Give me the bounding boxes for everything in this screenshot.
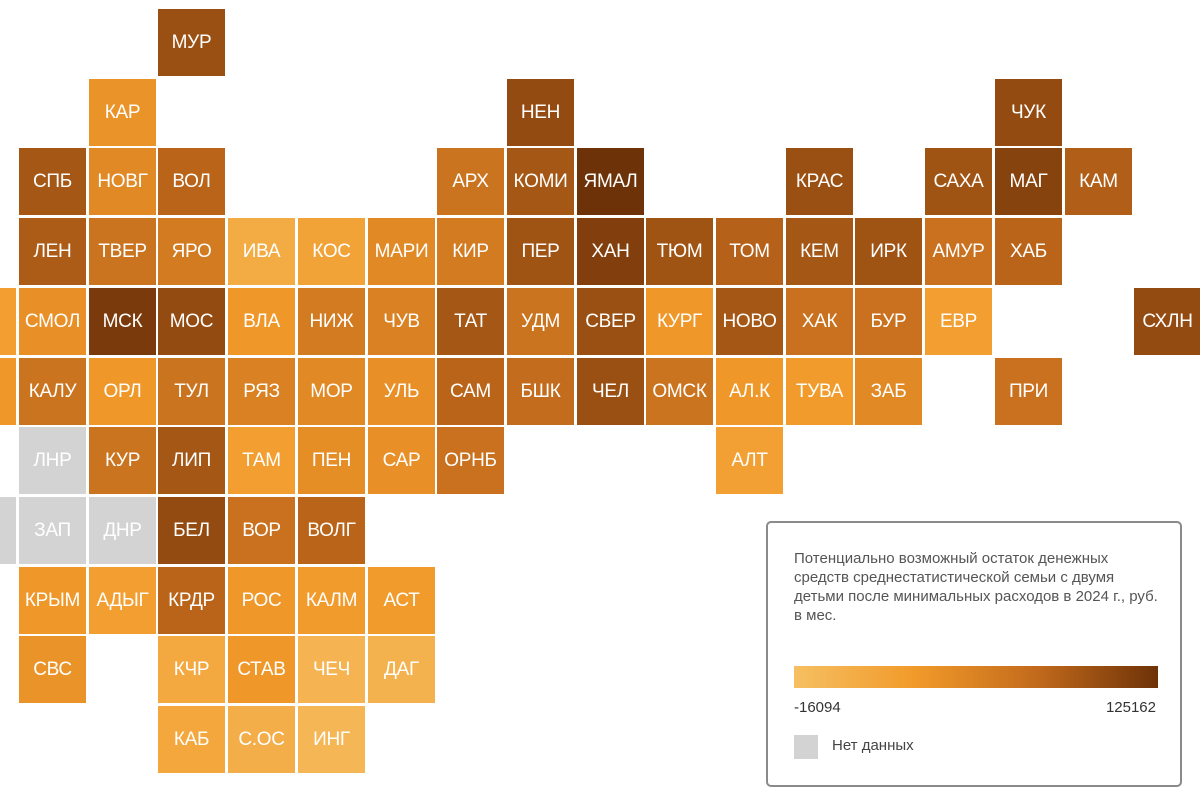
region-tile: КОС — [298, 218, 365, 285]
region-tile: ВЛА — [228, 288, 295, 355]
region-tile: КЧР — [158, 636, 225, 703]
region-tile: БУР — [855, 288, 922, 355]
region-tile: АЛТ — [716, 427, 783, 494]
legend-max-value: 125162 — [1105, 699, 1156, 716]
region-tile: КРАС — [786, 148, 853, 215]
region-tile: С — [0, 497, 16, 564]
region-tile: ЗАП — [19, 497, 86, 564]
region-tile: КУР — [89, 427, 156, 494]
region-tile: ЯРО — [158, 218, 225, 285]
region-tile: С.ОС — [228, 706, 295, 773]
region-tile: ЯМАЛ — [577, 148, 644, 215]
region-tile: КОМИ — [507, 148, 574, 215]
region-tile: МАРИ — [368, 218, 435, 285]
region-tile: ЧУК — [995, 79, 1062, 146]
region-tile: ЕВР — [925, 288, 992, 355]
region-tile: ТВЕР — [89, 218, 156, 285]
region-tile: ЛЕН — [19, 218, 86, 285]
region-tile: ХАК — [786, 288, 853, 355]
region-tile: ИНГ — [298, 706, 365, 773]
region-tile: НОВО — [716, 288, 783, 355]
region-tile: ТАТ — [437, 288, 504, 355]
region-tile: АДЫГ — [89, 567, 156, 634]
region-tile: ТУЛ — [158, 358, 225, 425]
region-tile: УДМ — [507, 288, 574, 355]
region-tile: ХАН — [577, 218, 644, 285]
region-tile: САМ — [437, 358, 504, 425]
region-tile: КАЛМ — [298, 567, 365, 634]
region-tile: КУРГ — [646, 288, 713, 355]
legend-title: Потенциально возможный остаток денежных … — [794, 550, 1158, 624]
region-tile: МОС — [158, 288, 225, 355]
region-tile: СВС — [19, 636, 86, 703]
region-tile: ДНР — [89, 497, 156, 564]
region-tile: К — [0, 288, 16, 355]
legend: Потенциально возможный остаток денежных … — [766, 521, 1182, 787]
region-tile: ТУВА — [786, 358, 853, 425]
region-tile: ПРИ — [995, 358, 1062, 425]
region-tile: КАБ — [158, 706, 225, 773]
legend-no-data-label: Нет данных — [832, 737, 914, 754]
region-tile: СМОЛ — [19, 288, 86, 355]
region-tile: ХАБ — [995, 218, 1062, 285]
legend-color-scale — [794, 666, 1158, 688]
region-tile: СВЕР — [577, 288, 644, 355]
region-tile: САР — [368, 427, 435, 494]
region-tile: ЧЕЛ — [577, 358, 644, 425]
region-tile: ОМСК — [646, 358, 713, 425]
region-tile: ДАГ — [368, 636, 435, 703]
region-tile: ПЕН — [298, 427, 365, 494]
region-tile: ТЮМ — [646, 218, 713, 285]
region-tile: САХА — [925, 148, 992, 215]
region-tile: КИР — [437, 218, 504, 285]
region-tile — [0, 358, 16, 425]
region-tile: КРДР — [158, 567, 225, 634]
region-tile: ИРК — [855, 218, 922, 285]
region-tile: ТАМ — [228, 427, 295, 494]
region-tile: ОРНБ — [437, 427, 504, 494]
legend-min-value: -16094 — [794, 699, 841, 716]
region-tile: ЛНР — [19, 427, 86, 494]
region-tile: КАМ — [1065, 148, 1132, 215]
region-tile: ОРЛ — [89, 358, 156, 425]
legend-no-data-swatch — [794, 735, 818, 759]
region-tile: АСТ — [368, 567, 435, 634]
region-tile: БШК — [507, 358, 574, 425]
region-tile: ЧУВ — [368, 288, 435, 355]
region-tile: ВОР — [228, 497, 295, 564]
region-tile: НОВГ — [89, 148, 156, 215]
region-tile: АМУР — [925, 218, 992, 285]
region-tile: СХЛН — [1134, 288, 1200, 355]
region-tile: ТОМ — [716, 218, 783, 285]
region-tile: СТАВ — [228, 636, 295, 703]
region-tile: КЕМ — [786, 218, 853, 285]
region-tile: УЛЬ — [368, 358, 435, 425]
region-tile: НЕН — [507, 79, 574, 146]
region-tile: МСК — [89, 288, 156, 355]
region-tile: ИВА — [228, 218, 295, 285]
region-tile: ЗАБ — [855, 358, 922, 425]
region-tile: БЕЛ — [158, 497, 225, 564]
region-tile: АРХ — [437, 148, 504, 215]
region-tile: ПЕР — [507, 218, 574, 285]
region-tile: МАГ — [995, 148, 1062, 215]
region-tile: ВОЛГ — [298, 497, 365, 564]
region-tile: МОР — [298, 358, 365, 425]
region-tile: НИЖ — [298, 288, 365, 355]
region-tile: РОС — [228, 567, 295, 634]
region-tile: ЛИП — [158, 427, 225, 494]
region-tile: ВОЛ — [158, 148, 225, 215]
region-tile: КРЫМ — [19, 567, 86, 634]
region-tile: АЛ.К — [716, 358, 783, 425]
region-tile: МУР — [158, 9, 225, 76]
region-tile: КАЛУ — [19, 358, 86, 425]
region-tile: СПБ — [19, 148, 86, 215]
region-tile: КАР — [89, 79, 156, 146]
region-tile: ЧЕЧ — [298, 636, 365, 703]
region-tile: РЯЗ — [228, 358, 295, 425]
